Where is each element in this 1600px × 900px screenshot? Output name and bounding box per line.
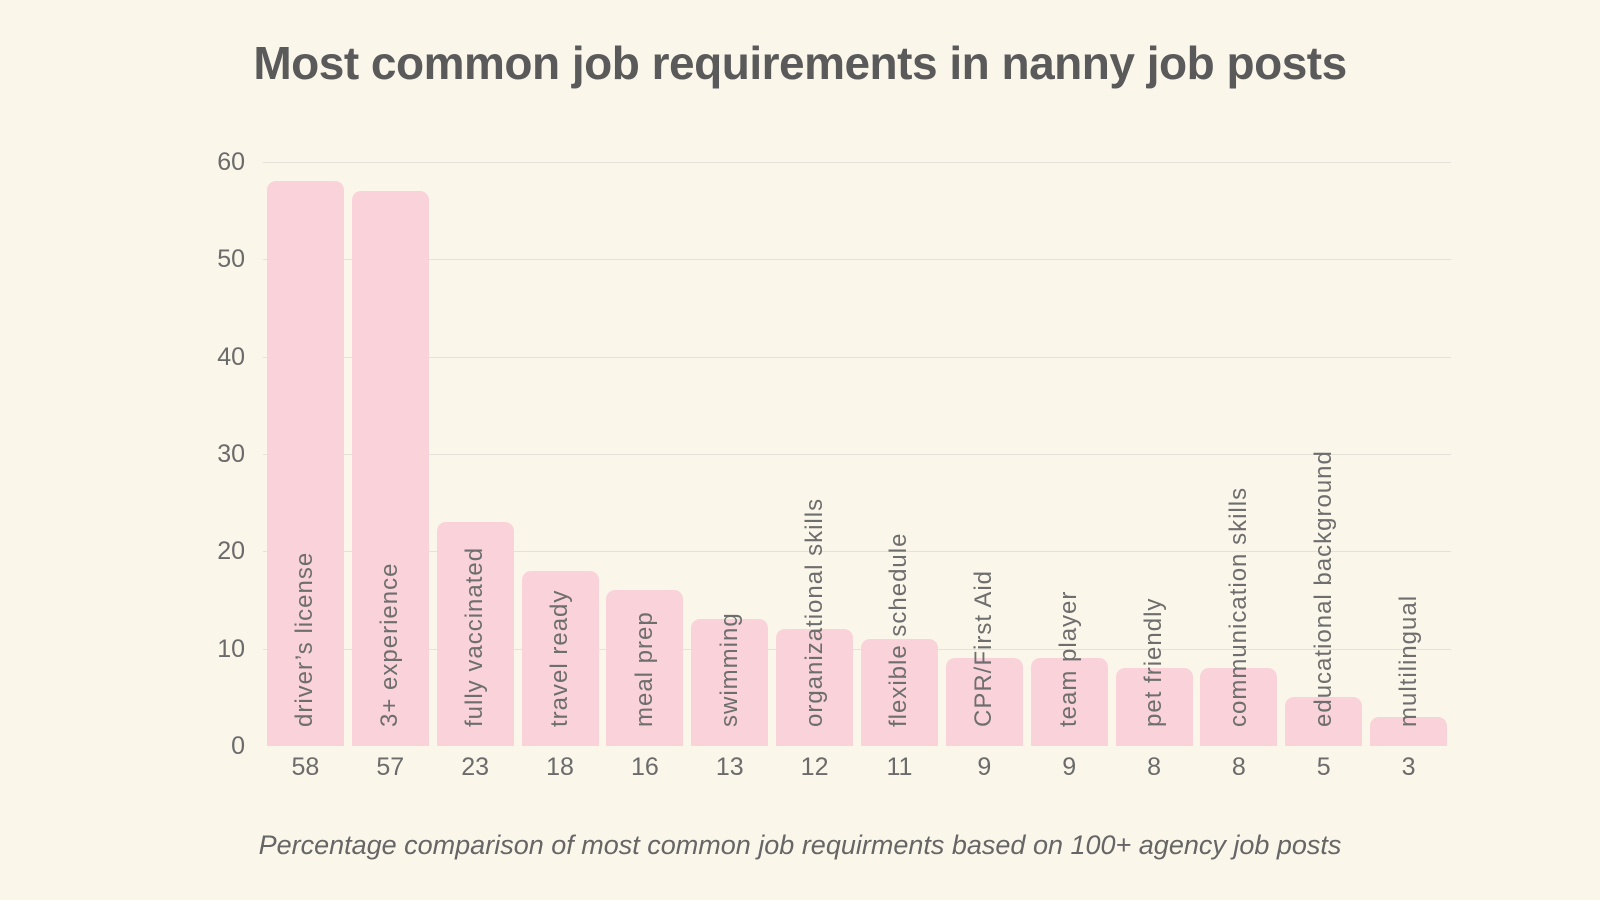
y-tick-label: 10 <box>217 634 245 663</box>
y-axis: 0 10 20 30 40 50 60 <box>145 148 245 760</box>
bar <box>266 181 344 746</box>
bar-value-label: 18 <box>546 753 574 781</box>
y-tick-label: 50 <box>217 245 245 274</box>
bar-value-label: 16 <box>630 753 659 781</box>
gridline <box>263 648 1451 650</box>
bar <box>1285 697 1363 746</box>
y-tick-label: 40 <box>217 342 245 371</box>
bar-category-label: team player <box>1055 590 1083 727</box>
y-tick-label: 30 <box>217 440 245 468</box>
bar-slot: travel ready <box>518 162 603 746</box>
gridline <box>263 162 1451 163</box>
bar-value-label: 5 <box>1316 753 1331 781</box>
bar <box>436 522 514 746</box>
bar-series: driver’s license 3+ experience fully vacci… <box>263 162 1451 746</box>
plot-area: driver’s license 3+ experience fully vacci… <box>263 162 1451 746</box>
y-tick-label: 20 <box>217 537 245 566</box>
bar-value-label: 8 <box>1231 753 1246 781</box>
bar-category-label: flexible schedule <box>885 532 913 727</box>
bar-value-label: 23 <box>461 753 490 781</box>
bar-value-label: 11 <box>886 753 913 781</box>
bar <box>1115 668 1193 746</box>
bar-category-label: travel ready <box>546 589 573 727</box>
bar-category-label: driver’s license <box>291 551 319 727</box>
bar-value-label: 12 <box>800 753 829 781</box>
bar-slot: team player <box>1027 162 1112 746</box>
bar-slot: multilingual <box>1366 162 1451 746</box>
chart-title: Most common job requirements in nanny jo… <box>253 37 1347 89</box>
bar-slot: communication skills <box>1196 162 1281 746</box>
bar-category-label: swimming <box>715 612 743 727</box>
bar-slot: fully vaccinated <box>433 162 518 746</box>
bar <box>521 570 599 746</box>
bar <box>1200 668 1278 746</box>
y-tick-label: 0 <box>231 732 245 760</box>
bar-slot: educational background <box>1281 162 1366 746</box>
gridline <box>263 454 1451 455</box>
bar-value-label: 58 <box>291 753 320 781</box>
bar <box>1370 716 1448 746</box>
bar-category-label: communication skills <box>1224 486 1252 727</box>
bar <box>1030 658 1108 746</box>
bar <box>606 590 684 746</box>
bar-slot: organizational skills <box>772 162 857 746</box>
bar-value-label: 9 <box>1062 753 1077 781</box>
bar-category-label: educational background <box>1309 450 1337 727</box>
bar-slot: driver’s license <box>263 162 348 746</box>
bar-value-label: 9 <box>977 753 992 781</box>
bar <box>945 658 1023 746</box>
value-label-row: 58 57 23 18 16 13 12 11 9 9 8 8 5 3 <box>263 754 1451 780</box>
bar-value-label: 57 <box>376 753 405 781</box>
y-tick-label: 60 <box>217 148 245 176</box>
gridline <box>263 259 1451 261</box>
bar-category-label: pet friendly <box>1140 597 1168 727</box>
gridline <box>263 356 1451 358</box>
bar-slot: flexible schedule <box>857 162 942 746</box>
bar-category-label: 3+ experience <box>376 562 404 727</box>
bar <box>691 619 769 746</box>
bar-slot: pet friendly <box>1112 162 1197 746</box>
bar-category-label: meal prep <box>630 611 658 727</box>
bar <box>776 629 854 746</box>
bar-value-label: 3 <box>1401 753 1416 781</box>
gridline <box>263 551 1451 553</box>
bar-category-label: organizational skills <box>800 497 828 727</box>
bar-slot: meal prep <box>602 162 687 746</box>
bar-value-label: 8 <box>1147 753 1161 781</box>
bar <box>351 191 429 746</box>
chart-subtitle: Percentage comparison of most common job… <box>258 830 1342 860</box>
bar-category-label: fully vaccinated <box>461 546 489 727</box>
bar-category-label: CPR/First Aid <box>970 569 998 727</box>
bar-value-label: 13 <box>715 753 744 781</box>
bar-slot: CPR/First Aid <box>942 162 1027 746</box>
bar-slot: swimming <box>687 162 772 746</box>
bar-slot: 3+ experience <box>348 162 433 746</box>
bar-category-label: multilingual <box>1394 594 1422 727</box>
bar <box>860 638 938 746</box>
